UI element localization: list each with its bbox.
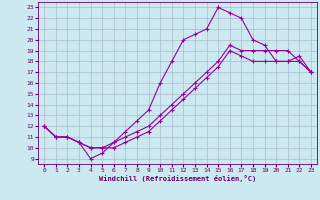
X-axis label: Windchill (Refroidissement éolien,°C): Windchill (Refroidissement éolien,°C)	[99, 175, 256, 182]
